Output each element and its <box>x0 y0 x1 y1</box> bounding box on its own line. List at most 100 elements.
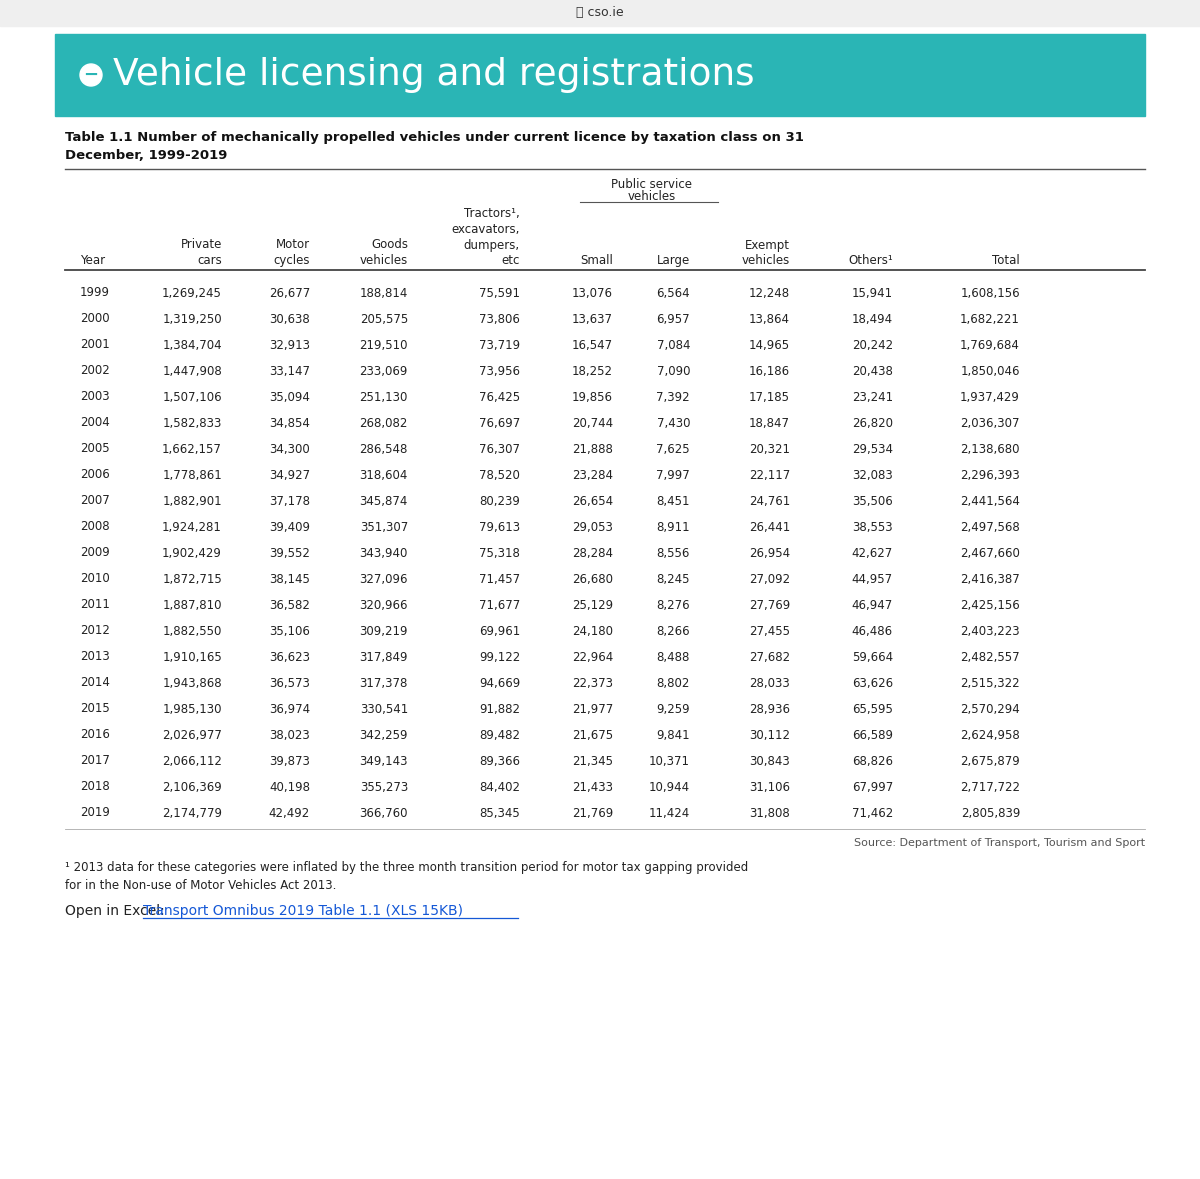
Text: 2,174,779: 2,174,779 <box>162 806 222 819</box>
Text: 80,239: 80,239 <box>479 494 520 507</box>
Text: 66,589: 66,589 <box>852 729 893 742</box>
Text: 343,940: 343,940 <box>360 547 408 560</box>
Text: 2002: 2002 <box>80 364 109 377</box>
Text: 71,677: 71,677 <box>479 599 520 612</box>
Text: 1,882,901: 1,882,901 <box>162 494 222 507</box>
Text: Total: Total <box>992 253 1020 266</box>
Text: Goods
vehicles: Goods vehicles <box>360 238 408 266</box>
Text: 8,488: 8,488 <box>656 651 690 664</box>
Text: 26,441: 26,441 <box>749 520 790 534</box>
Text: 30,112: 30,112 <box>749 729 790 742</box>
Text: 34,854: 34,854 <box>269 416 310 429</box>
Text: 30,843: 30,843 <box>749 755 790 768</box>
Text: 15,941: 15,941 <box>852 286 893 299</box>
Text: 21,675: 21,675 <box>572 729 613 742</box>
Text: 99,122: 99,122 <box>479 651 520 664</box>
Circle shape <box>80 64 102 86</box>
Text: Open in Excel:: Open in Excel: <box>65 904 169 918</box>
Text: 7,090: 7,090 <box>656 364 690 377</box>
Text: 44,957: 44,957 <box>852 573 893 586</box>
Text: 1,319,250: 1,319,250 <box>162 312 222 325</box>
Text: 12,248: 12,248 <box>749 286 790 299</box>
Text: 16,547: 16,547 <box>572 338 613 351</box>
Text: 68,826: 68,826 <box>852 755 893 768</box>
Text: 71,457: 71,457 <box>479 573 520 586</box>
Text: 20,321: 20,321 <box>749 442 790 455</box>
Text: 1,778,861: 1,778,861 <box>162 468 222 481</box>
Text: 28,033: 28,033 <box>749 677 790 690</box>
Text: 32,913: 32,913 <box>269 338 310 351</box>
Text: 2007: 2007 <box>80 494 109 507</box>
Text: 84,402: 84,402 <box>479 780 520 793</box>
Text: 63,626: 63,626 <box>852 677 893 690</box>
Text: 2,805,839: 2,805,839 <box>961 806 1020 819</box>
Text: 21,888: 21,888 <box>572 442 613 455</box>
Text: 2,441,564: 2,441,564 <box>960 494 1020 507</box>
Text: 2,482,557: 2,482,557 <box>960 651 1020 664</box>
Text: Public service: Public service <box>611 178 692 191</box>
Text: 7,084: 7,084 <box>656 338 690 351</box>
Text: 286,548: 286,548 <box>360 442 408 455</box>
Text: 36,974: 36,974 <box>269 703 310 716</box>
Text: 1,943,868: 1,943,868 <box>162 677 222 690</box>
Text: 27,092: 27,092 <box>749 573 790 586</box>
Text: 31,106: 31,106 <box>749 780 790 793</box>
Text: 2,036,307: 2,036,307 <box>960 416 1020 429</box>
Text: 2009: 2009 <box>80 547 109 560</box>
Text: 22,373: 22,373 <box>572 677 613 690</box>
Text: 2000: 2000 <box>80 312 109 325</box>
Text: 2,066,112: 2,066,112 <box>162 755 222 768</box>
Text: 6,564: 6,564 <box>656 286 690 299</box>
Text: 18,847: 18,847 <box>749 416 790 429</box>
Text: 9,259: 9,259 <box>656 703 690 716</box>
Text: 23,241: 23,241 <box>852 390 893 403</box>
Text: 366,760: 366,760 <box>360 806 408 819</box>
Text: vehicles: vehicles <box>628 190 676 203</box>
Text: 2014: 2014 <box>80 677 110 690</box>
Text: 28,284: 28,284 <box>572 547 613 560</box>
Text: 8,266: 8,266 <box>656 625 690 638</box>
Text: 28,936: 28,936 <box>749 703 790 716</box>
Text: 29,534: 29,534 <box>852 442 893 455</box>
Text: 1,769,684: 1,769,684 <box>960 338 1020 351</box>
Text: 2005: 2005 <box>80 442 109 455</box>
Text: 76,697: 76,697 <box>479 416 520 429</box>
Text: 18,252: 18,252 <box>572 364 613 377</box>
Text: 76,425: 76,425 <box>479 390 520 403</box>
Text: 26,654: 26,654 <box>572 494 613 507</box>
Text: 219,510: 219,510 <box>360 338 408 351</box>
Text: 75,591: 75,591 <box>479 286 520 299</box>
Text: 26,820: 26,820 <box>852 416 893 429</box>
Text: 1,882,550: 1,882,550 <box>163 625 222 638</box>
Text: 351,307: 351,307 <box>360 520 408 534</box>
Text: 1,582,833: 1,582,833 <box>163 416 222 429</box>
Text: 2015: 2015 <box>80 703 109 716</box>
Text: 1,269,245: 1,269,245 <box>162 286 222 299</box>
Text: 73,806: 73,806 <box>479 312 520 325</box>
Text: 268,082: 268,082 <box>360 416 408 429</box>
Text: 39,873: 39,873 <box>269 755 310 768</box>
Text: −: − <box>84 66 98 84</box>
Text: 188,814: 188,814 <box>360 286 408 299</box>
Text: 2010: 2010 <box>80 573 109 586</box>
Text: 42,627: 42,627 <box>852 547 893 560</box>
Text: Year: Year <box>80 253 106 266</box>
Text: 1,887,810: 1,887,810 <box>162 599 222 612</box>
Text: 39,552: 39,552 <box>269 547 310 560</box>
Text: 355,273: 355,273 <box>360 780 408 793</box>
Text: 38,145: 38,145 <box>269 573 310 586</box>
Text: 1,872,715: 1,872,715 <box>162 573 222 586</box>
Text: 2016: 2016 <box>80 729 110 742</box>
Text: 73,719: 73,719 <box>479 338 520 351</box>
Text: 2017: 2017 <box>80 755 110 768</box>
Text: Source: Department of Transport, Tourism and Sport: Source: Department of Transport, Tourism… <box>854 838 1145 848</box>
Text: 2004: 2004 <box>80 416 109 429</box>
Text: 34,927: 34,927 <box>269 468 310 481</box>
Text: 8,245: 8,245 <box>656 573 690 586</box>
Text: 2,624,958: 2,624,958 <box>960 729 1020 742</box>
Text: 1,384,704: 1,384,704 <box>162 338 222 351</box>
Text: 8,556: 8,556 <box>656 547 690 560</box>
Text: 8,451: 8,451 <box>656 494 690 507</box>
Text: 65,595: 65,595 <box>852 703 893 716</box>
Text: 1,924,281: 1,924,281 <box>162 520 222 534</box>
